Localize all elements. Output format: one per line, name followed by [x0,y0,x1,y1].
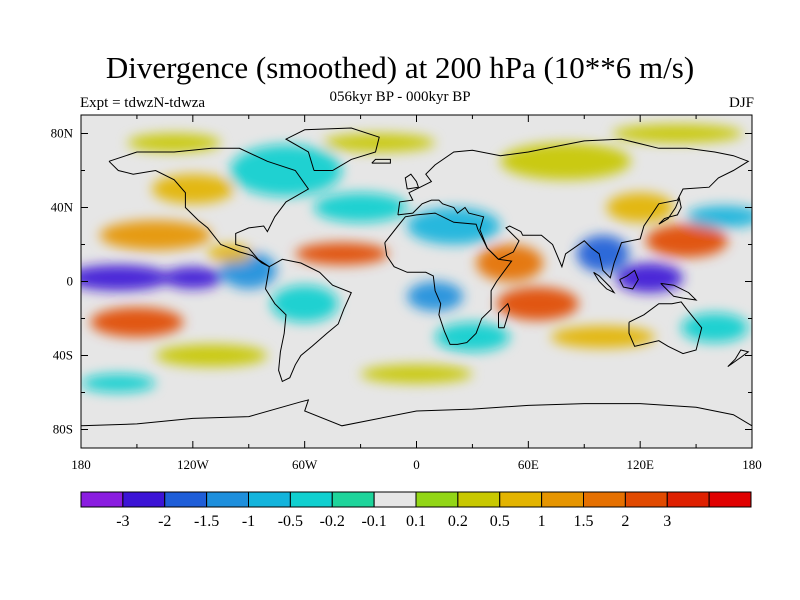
lon-tick-label: 120E [626,457,654,472]
colorbar-swatch-12 [583,491,626,508]
colorbar-label: 0.2 [448,513,468,530]
field-blob-12 [496,287,579,321]
colorbar-label: -3 [116,513,129,530]
coastline-africa [384,212,513,345]
field-blob-15 [615,263,684,293]
field-blob-28 [681,312,749,343]
colorbar-label: 1 [538,513,546,530]
lat-tick-label: 80S [53,422,73,437]
colorbar: -3 -2 -1.5 -1 -0.5 -0.2 -0.1 0.1 0.2 0.5 1 1.5 2 3 [80,491,752,530]
lat-tick-label: 0 [67,274,74,289]
coastline-iceland [371,158,391,164]
colorbar-swatch-13 [624,491,668,508]
colorbar-label: -1 [242,513,255,530]
lon-tick-label: 0 [413,457,420,472]
colorbar-swatch-4 [248,491,291,508]
field-blob-26 [207,244,253,263]
field-blob-21 [360,364,473,384]
colorbar-label: 1.5 [574,513,594,530]
field-blob-29 [127,133,221,152]
colorbar-swatch-11 [541,491,584,508]
colorbar-swatch-2 [164,491,208,508]
field-blob-18 [606,192,674,223]
coastline-australia [628,301,703,355]
coastline-sumatra [593,271,616,294]
colorbar-label: 0.5 [490,513,510,530]
field-blob-1 [163,266,223,289]
field-blob-16 [645,224,728,258]
coastline-uk [404,173,420,190]
colorbar-label: -0.5 [278,513,303,530]
colorbar-swatch-15 [708,491,752,508]
coastline-new-zealand [727,349,750,368]
colorbar-label: -2 [158,513,171,530]
field-blob-10 [407,207,501,245]
field-blob-14 [576,235,629,273]
colorbar-swatch-9 [457,491,501,508]
field-blob-20 [155,344,268,367]
field-blob-22 [81,374,156,393]
coastline-new-guinea [660,282,698,301]
field-blob-0 [81,264,171,291]
coastline-madagascar [498,302,511,329]
field-blob-24 [323,133,436,152]
lon-tick-label: 180 [71,457,91,472]
field-blob-6 [295,242,389,265]
coastline-borneo [619,269,639,290]
colorbar-label: 2 [621,513,629,530]
colorbar-label: -0.1 [361,513,386,530]
plot-title: Divergence (smoothed) at 200 hPa (10**6 … [105,50,695,85]
coastline-eurasia [397,138,750,279]
colorbar-label: 3 [663,513,671,530]
colorbar-swatch-5 [289,491,333,508]
colorbar-label: -1.5 [194,513,219,530]
field-blob-3 [99,220,212,251]
map-panel [80,114,753,449]
colorbar-swatch-3 [206,491,249,508]
coastline-antarctica [81,399,752,427]
field-blob-7 [230,144,342,197]
lon-tick-label: 60W [292,457,318,472]
latitude-axis: 80N 40N 0 40S 80S [51,126,752,437]
divergence-field [81,124,752,393]
colorbar-label: 0.1 [406,513,426,530]
coastline-japan [658,196,682,225]
lat-tick-label: 80N [51,126,74,141]
field-blob-23 [500,142,631,180]
colorbar-swatch-8 [415,491,459,508]
colorbar-swatch-0 [80,491,124,508]
field-blob-2 [90,307,184,338]
colorbar-swatch-10 [499,491,543,508]
colorbar-swatch-7 [373,491,417,508]
coastline-south-america [264,258,352,383]
field-blob-17 [686,205,752,228]
colorbar-swatch-6 [331,491,375,508]
lon-tick-label: 180 [742,457,762,472]
colorbar-swatch-14 [666,491,710,508]
colorbar-swatch-1 [122,491,166,508]
coastline-north-america [108,147,310,268]
plot-subtitle: 056kyr BP - 000kyr BP [329,89,471,105]
coastline-greenland [284,127,380,171]
lat-tick-label: 40S [53,348,73,363]
lon-tick-label: 120W [177,457,210,472]
experiment-label: Expt = tdwzN-tdwza [80,95,206,111]
lat-tick-label: 40N [51,200,74,215]
field-blob-8 [151,174,234,204]
lon-tick-label: 60E [518,457,539,472]
field-blob-5 [271,285,339,323]
season-label: DJF [728,95,754,111]
field-blob-27 [407,281,464,312]
field-blob-25 [612,124,743,143]
field-blob-9 [313,192,408,223]
coastlines [81,127,752,427]
longitude-axis: 180 120W 60W 0 60E 120E 180 [71,115,762,472]
colorbar-label: -0.2 [320,513,345,530]
